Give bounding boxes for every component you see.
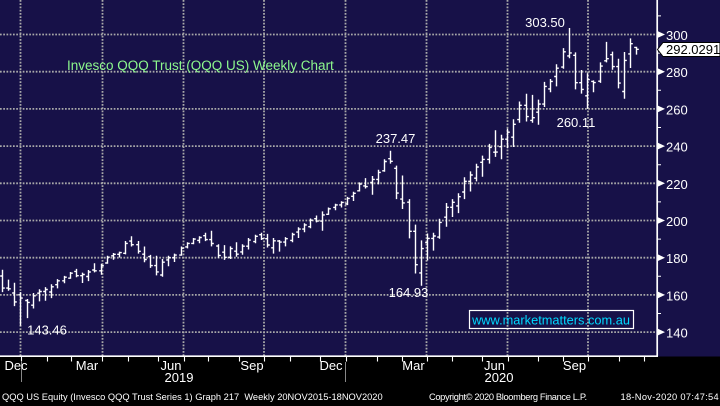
svg-text:220: 220 <box>666 177 688 192</box>
svg-text:300: 300 <box>666 28 688 43</box>
svg-text:Invesco QQQ Trust (QQQ US) Wee: Invesco QQQ Trust (QQQ US) Weekly Chart <box>67 58 334 73</box>
svg-text:Mar: Mar <box>402 358 425 373</box>
svg-text:Dec: Dec <box>4 358 28 373</box>
svg-text:Sep: Sep <box>563 358 586 373</box>
svg-text:Sep: Sep <box>240 358 263 373</box>
svg-text:237.47: 237.47 <box>376 131 416 146</box>
svg-text:Jun: Jun <box>484 358 505 373</box>
svg-text:www.marketmatters.com.au: www.marketmatters.com.au <box>471 313 630 328</box>
svg-text:303.50: 303.50 <box>525 15 565 30</box>
svg-text:260: 260 <box>666 102 688 117</box>
svg-text:160: 160 <box>666 288 688 303</box>
svg-text:18-Nov-2020 07:47:54: 18-Nov-2020 07:47:54 <box>620 392 719 402</box>
svg-text:Jun: Jun <box>161 358 182 373</box>
svg-text:240: 240 <box>666 140 688 155</box>
svg-text:180: 180 <box>666 251 688 266</box>
svg-text:292.0291: 292.0291 <box>666 42 720 57</box>
svg-text:260.11: 260.11 <box>557 115 596 130</box>
svg-text:143.46: 143.46 <box>27 323 67 338</box>
svg-text:164.93: 164.93 <box>389 285 429 300</box>
svg-text:Mar: Mar <box>76 358 99 373</box>
svg-text:280: 280 <box>666 65 688 80</box>
svg-text:200: 200 <box>666 214 688 229</box>
svg-text:Copyright© 2020 Bloomberg Fina: Copyright© 2020 Bloomberg Finance L.P. <box>429 392 587 402</box>
svg-text:2020: 2020 <box>485 370 514 385</box>
svg-text:2019: 2019 <box>165 370 194 385</box>
svg-text:140: 140 <box>666 326 688 341</box>
svg-text:Dec: Dec <box>319 358 343 373</box>
svg-text:QQQ US Equity (Invesco QQQ Tru: QQQ US Equity (Invesco QQQ Trust Series … <box>2 392 383 402</box>
